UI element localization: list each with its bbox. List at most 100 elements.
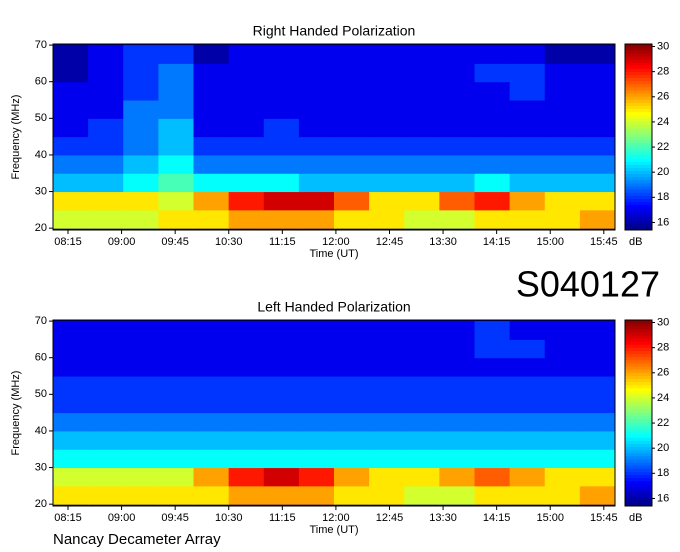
colorbar-segment [625, 183, 652, 188]
colorbar-segment [625, 127, 652, 132]
heatmap-cell [404, 339, 440, 359]
heatmap-cell [123, 173, 159, 193]
heatmap-cell [544, 321, 581, 340]
heatmap-cell [263, 81, 300, 101]
heatmap-cell [123, 136, 159, 156]
heatmap-cell [228, 136, 265, 156]
heatmap-cell [544, 81, 581, 101]
chart-title: Left Handed Polarization [257, 299, 410, 315]
x-tick-label: 09:00 [108, 236, 136, 248]
colorbar-segment [625, 217, 652, 222]
colorbar-segment [625, 481, 652, 485]
colorbar-segment [625, 478, 652, 482]
heatmap-cell [298, 136, 335, 156]
heatmap-cell [509, 191, 546, 211]
heatmap-cell [298, 376, 335, 395]
heatmap-cell [228, 357, 265, 377]
heatmap-cell [298, 118, 335, 138]
heatmap-cell [228, 118, 265, 138]
heatmap-cell [474, 45, 511, 64]
y-axis-label: Frequency (MHz) [10, 371, 22, 456]
heatmap-cell [509, 467, 546, 487]
heatmap-cell [404, 467, 440, 487]
heatmap-cell [474, 339, 511, 359]
colorbar-segment [625, 388, 652, 392]
colorbar-segment [625, 475, 652, 479]
heatmap-cell [544, 339, 581, 359]
colorbar-segment [625, 50, 652, 54]
y-tick-label: 70 [35, 39, 47, 51]
colorbar-tick-label: 20 [657, 166, 669, 178]
heatmap-cell [123, 100, 159, 119]
heatmap-cell [474, 321, 511, 340]
heatmap-cell [474, 136, 511, 156]
heatmap-cell [579, 154, 616, 174]
heatmap-cell [439, 321, 475, 340]
heatmap-cell [334, 339, 370, 359]
heatmap-cell [228, 154, 265, 174]
x-tick-label: 12:45 [376, 512, 404, 524]
colorbar-segment [625, 195, 652, 200]
heatmap-cell [228, 81, 265, 101]
heatmap-cell [334, 376, 370, 395]
colorbar-segment [625, 447, 652, 451]
colorbar-segment [625, 177, 652, 181]
colorbar-segment [625, 487, 652, 491]
colorbar-segment [625, 385, 652, 389]
colorbar-segment [625, 459, 652, 464]
heatmap-cell [158, 412, 194, 432]
heatmap-cell [369, 191, 405, 211]
heatmap-cell [193, 412, 230, 432]
x-tick-label: 13:30 [429, 512, 457, 524]
colorbar-segment [625, 332, 652, 336]
colorbar-segment [625, 375, 652, 380]
heatmap-cell [193, 173, 230, 193]
heatmap-cell [334, 100, 370, 119]
colorbar-segment [625, 397, 652, 402]
heatmap-cell [53, 430, 89, 450]
colorbar-segment [625, 189, 652, 194]
y-tick-label: 20 [35, 498, 47, 510]
colorbar-segment [625, 149, 652, 153]
heatmap-cell [88, 449, 124, 469]
x-tick-label: 15:00 [536, 236, 564, 248]
heatmap-cell [509, 63, 546, 83]
colorbar-segment [625, 444, 652, 448]
colorbar-label: dB [629, 236, 642, 248]
heatmap-cell [298, 394, 335, 414]
heatmap-cell [193, 45, 230, 64]
heatmap-cell [263, 339, 300, 359]
heatmap-cell [579, 45, 616, 64]
colorbar-segment [625, 75, 652, 79]
heatmap-cell [158, 136, 194, 156]
heatmap-cell [53, 81, 89, 101]
heatmap-cell [193, 449, 230, 469]
heatmap-cell [404, 154, 440, 174]
chart-title: Right Handed Polarization [253, 23, 416, 39]
heatmap-cell [579, 430, 616, 450]
colorbar-segment [625, 468, 652, 473]
heatmap-cell [298, 449, 335, 469]
colorbar-segment [625, 391, 652, 395]
heatmap-cell [579, 321, 616, 340]
heatmap-cell [509, 100, 546, 119]
y-tick-label: 40 [35, 149, 47, 161]
colorbar-segment [625, 121, 652, 126]
colorbar-segment [625, 44, 652, 48]
heatmap-cell [404, 63, 440, 83]
x-tick-label: 15:45 [590, 236, 618, 248]
heatmap-cell [579, 357, 616, 377]
colorbar-segment [625, 453, 652, 457]
heatmap-cell [263, 412, 300, 432]
heatmap-cell [298, 154, 335, 174]
heatmap-cell [439, 45, 475, 64]
heatmap-cell [334, 173, 370, 193]
heatmap-cell [263, 63, 300, 83]
heatmap-cell [334, 449, 370, 469]
heatmap-cell [474, 376, 511, 395]
heatmap-cell [369, 376, 405, 395]
colorbar-segment [625, 106, 652, 110]
x-tick-label: 12:45 [376, 236, 404, 248]
heatmap-cell [579, 376, 616, 395]
heatmap-cell [369, 63, 405, 83]
